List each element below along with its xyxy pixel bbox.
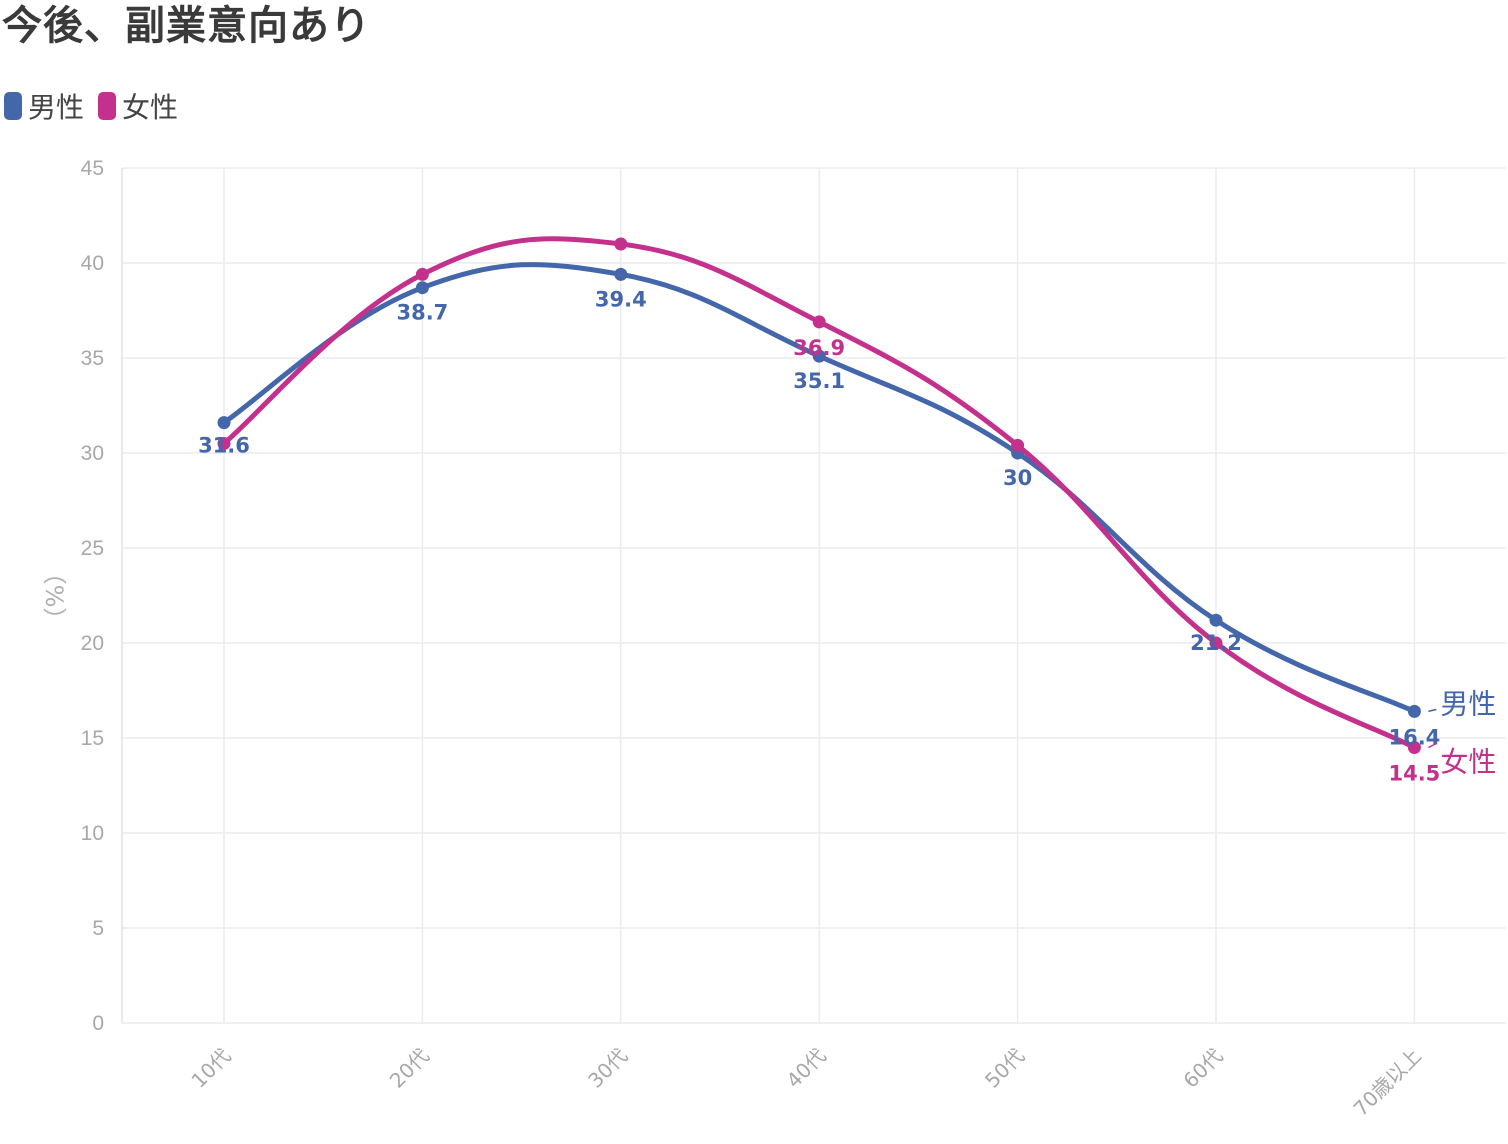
data-label-female: 36.9 (793, 336, 845, 360)
series-end-connector-female (1428, 742, 1437, 749)
legend: 男性 女性 (4, 86, 192, 126)
data-point-male (812, 349, 826, 363)
series-end-label-male: 男性 (1440, 687, 1496, 720)
y-axis-title: （%） (40, 561, 68, 632)
y-tick-label: 40 (81, 252, 104, 275)
data-label-male: 31.6 (198, 434, 250, 458)
data-point-female (1209, 636, 1223, 650)
legend-label-male: 男性 (28, 91, 85, 124)
x-tick-label: 30代 (583, 1044, 632, 1093)
y-tick-label: 30 (81, 442, 104, 465)
legend-item-male[interactable]: 男性 (4, 86, 84, 126)
y-tick-label: 20 (81, 632, 104, 655)
legend-item-female[interactable]: 女性 (98, 86, 178, 126)
y-tick-label: 0 (92, 1012, 104, 1035)
data-point-female (1407, 741, 1421, 754)
y-tick-label: 35 (81, 347, 104, 370)
data-point-female (614, 237, 628, 251)
series-end-connector-male (1428, 708, 1437, 713)
legend-swatch-female (98, 92, 117, 120)
y-tick-label: 10 (81, 822, 104, 845)
y-tick-label: 5 (92, 917, 104, 940)
data-point-male (614, 267, 628, 281)
x-tick-label: 20代 (385, 1044, 434, 1093)
y-tick-label: 45 (81, 157, 104, 180)
data-point-male (1407, 704, 1421, 718)
data-point-female (1011, 438, 1025, 452)
data-label-female: 14.5 (1388, 762, 1440, 786)
data-point-female (812, 315, 826, 329)
data-label-male: 35.1 (793, 369, 845, 393)
chart-title: 今後、副業意向あり (2, 3, 371, 49)
x-tick-label: 10代 (186, 1044, 235, 1093)
y-tick-label: 15 (81, 727, 104, 750)
data-point-female (415, 267, 429, 281)
x-tick-label: 60代 (1178, 1044, 1227, 1093)
data-point-male (1209, 613, 1223, 627)
series-end-label-female: 女性 (1440, 746, 1496, 779)
x-tick-label: 50代 (980, 1044, 1029, 1093)
data-label-male: 21.2 (1190, 631, 1242, 655)
data-point-female (217, 437, 231, 450)
data-label-male: 39.4 (595, 287, 647, 311)
data-label-male: 38.7 (396, 301, 448, 325)
legend-label-female: 女性 (122, 91, 179, 124)
x-tick-label: 70歳以上 (1349, 1044, 1426, 1121)
legend-swatch-male (4, 92, 22, 120)
data-point-male (415, 281, 429, 295)
data-point-male (217, 416, 231, 430)
y-tick-label: 25 (81, 537, 104, 560)
data-label-male: 30 (1003, 466, 1032, 490)
x-tick-label: 40代 (782, 1044, 831, 1093)
